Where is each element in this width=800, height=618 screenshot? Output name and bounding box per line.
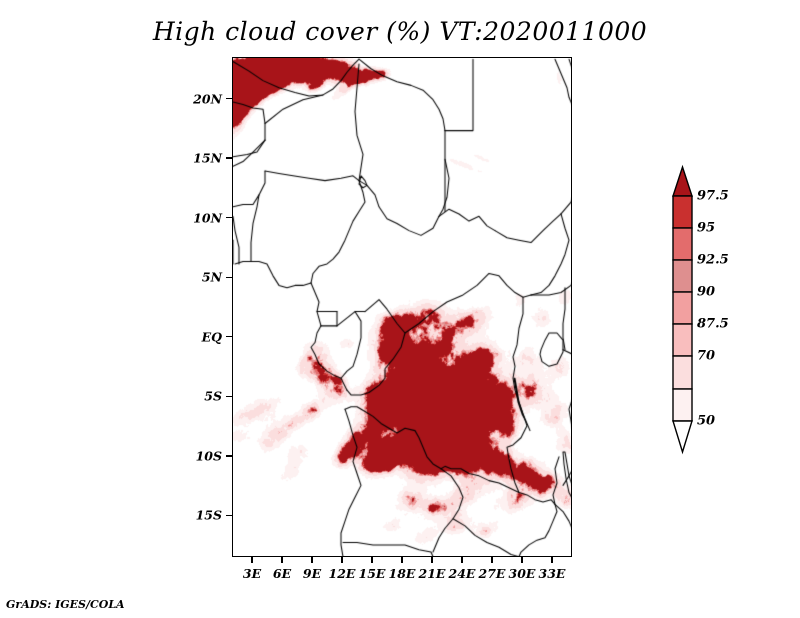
x-axis-label: 27E: [478, 566, 506, 581]
colorbar-tick-label: 70: [697, 348, 716, 364]
colorbar-tick-label: 95: [697, 220, 716, 236]
page-title: High cloud cover (%) VT:2020011000: [152, 17, 648, 46]
x-axis-tick: [521, 557, 523, 563]
y-axis-label: EQ: [201, 329, 222, 345]
colorbar-tick-label: 87.5: [697, 316, 729, 332]
colorbar-bottom-arrow: [672, 420, 693, 455]
y-axis-tick: [226, 157, 232, 159]
country-borders-layer: [233, 58, 571, 556]
colorbar-swatches: [672, 164, 693, 455]
colorbar-tick-label: 50: [697, 413, 716, 429]
x-axis-tick: [401, 557, 403, 563]
x-axis-tick: [251, 557, 253, 563]
y-axis-label: 15S: [195, 507, 222, 523]
colorbar-tick-label: 97.5: [697, 188, 729, 204]
x-axis-tick: [281, 557, 283, 563]
y-axis-label: 5S: [204, 388, 222, 404]
x-axis-label: 24E: [448, 566, 476, 581]
colorbar-band: [672, 388, 693, 422]
x-axis-label: 33E: [538, 566, 566, 581]
x-axis-label: 3E: [242, 566, 262, 581]
x-axis-tick: [431, 557, 433, 563]
y-axis-label: 5N: [201, 269, 222, 285]
colorbar-band: [672, 195, 693, 229]
x-axis-tick: [371, 557, 373, 563]
y-axis-tick: [226, 455, 232, 457]
y-axis-tick: [226, 217, 232, 219]
x-axis-label: 21E: [418, 566, 446, 581]
x-axis-label: 12E: [328, 566, 356, 581]
x-axis-label: 18E: [388, 566, 416, 581]
y-axis-label: 15N: [193, 150, 222, 166]
colorbar-tick-label: 92.5: [697, 252, 729, 268]
colorbar-band: [672, 259, 693, 293]
y-axis-tick: [226, 336, 232, 338]
y-axis-tick: [226, 514, 232, 517]
x-axis-tick: [341, 557, 343, 563]
colorbar-band: [672, 355, 693, 390]
x-axis-tick: [461, 557, 463, 563]
x-axis-label: 30E: [508, 566, 536, 581]
y-axis-tick: [226, 276, 232, 278]
colorbar-top-arrow: [672, 164, 693, 197]
y-axis-label: 10N: [193, 210, 222, 226]
colorbar-band: [672, 323, 693, 357]
x-axis-label: 9E: [302, 566, 322, 581]
grads-credit: GrADS: IGES/COLA: [6, 598, 125, 611]
map-plot-area: [232, 57, 572, 557]
y-axis-tick: [226, 395, 232, 397]
colorbar-band: [672, 291, 693, 325]
x-axis-label: 15E: [358, 566, 386, 581]
x-axis-tick: [551, 557, 553, 563]
y-axis-tick: [226, 97, 232, 100]
colorbar-tick-label: 90: [697, 284, 716, 300]
colorbar: [660, 160, 790, 460]
x-axis-tick: [491, 557, 493, 563]
colorbar-band: [672, 227, 693, 261]
x-axis-label: 6E: [272, 566, 292, 581]
y-axis-label: 10S: [195, 448, 222, 464]
y-axis-label: 20N: [193, 91, 222, 107]
x-axis-tick: [311, 557, 313, 563]
